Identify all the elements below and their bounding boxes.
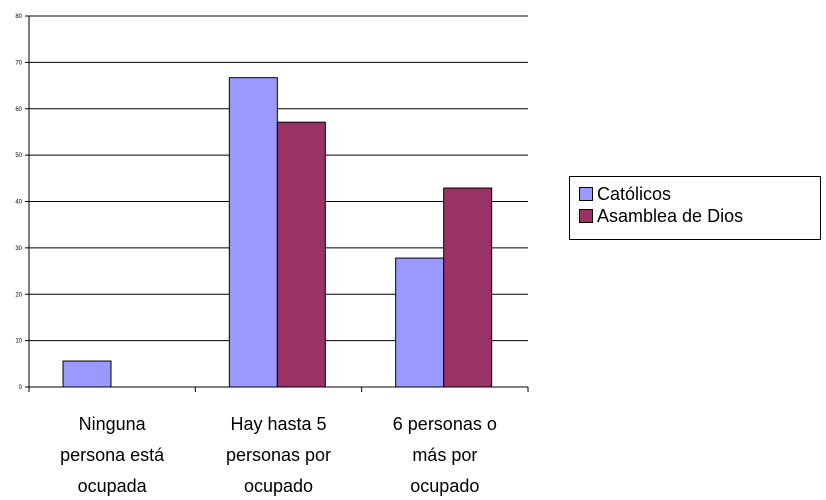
legend-swatch-catolicos [579,187,593,201]
x-category-label: personas por [226,445,331,465]
legend-item-asamblea-de-dios: Asamblea de Dios [579,205,743,227]
bar-series0-cat2 [395,257,445,388]
bar-series0-cat1 [228,77,278,388]
y-tick-label: 20 [15,292,22,298]
y-tick-label: 70 [15,60,22,66]
y-tick-label: 10 [15,339,22,345]
legend-label-asamblea-de-dios: Asamblea de Dios [597,205,744,226]
x-category-label: persona está [60,445,165,465]
y-tick-label: 50 [15,153,22,159]
y-tick-label: 30 [15,246,22,252]
x-category-label: Ninguna [79,414,147,434]
x-category-label: 6 personas o [393,414,497,434]
y-tick-label: 40 [15,200,22,206]
y-tick-labels: 0 10 20 30 40 50 60 70 80 [15,14,22,391]
legend-swatch-asamblea-de-dios [579,209,593,223]
bar-series0-cat0 [62,360,112,388]
bar-series1-cat2 [443,187,493,388]
legend-item-catolicos: Católicos [579,183,671,205]
legend-label-catolicos: Católicos [597,183,672,204]
x-category-label: ocupado [244,476,313,496]
axes [25,15,529,392]
y-tick-label: 0 [19,385,23,391]
bars [62,77,493,388]
x-category-label: Hay hasta 5 [230,414,326,434]
x-category-labels: Ninguna persona está ocupada Hay hasta 5 per… [60,414,497,496]
legend: Católicos Asamblea de Dios [569,176,821,240]
x-category-label: ocupada [78,476,148,496]
x-category-label: más por [412,445,477,465]
y-tick-label: 60 [15,107,22,113]
y-tick-label: 80 [15,14,22,20]
bar-series1-cat1 [276,121,326,388]
x-category-label: ocupado [410,476,479,496]
